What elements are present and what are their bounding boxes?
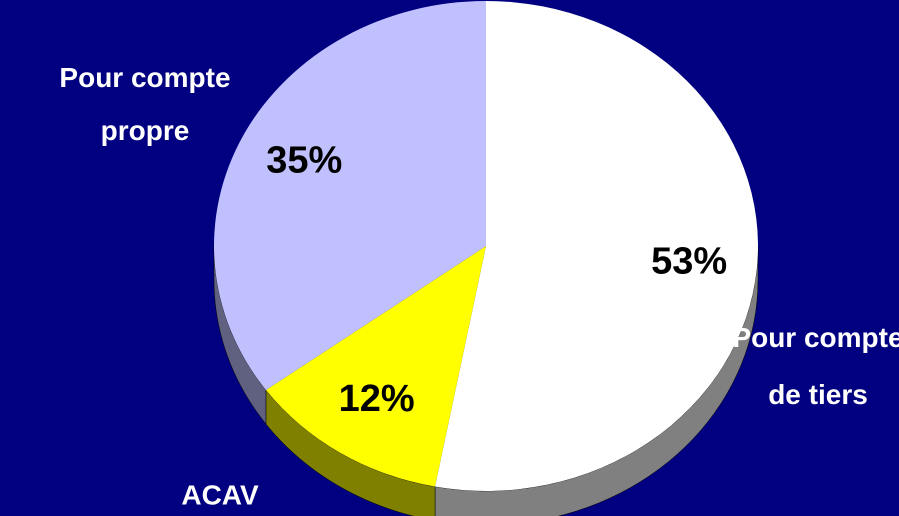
value-label: 53% bbox=[651, 240, 727, 282]
category-label: Pour compte de tiers bbox=[732, 322, 899, 410]
value-label: 35% bbox=[266, 140, 342, 182]
slice bbox=[435, 1, 759, 491]
slice bbox=[265, 246, 486, 487]
slice bbox=[214, 1, 486, 391]
category-label: Pour compte propre bbox=[59, 62, 230, 146]
value-label: 12% bbox=[339, 378, 415, 420]
category-label: ACAV bbox=[181, 479, 259, 510]
